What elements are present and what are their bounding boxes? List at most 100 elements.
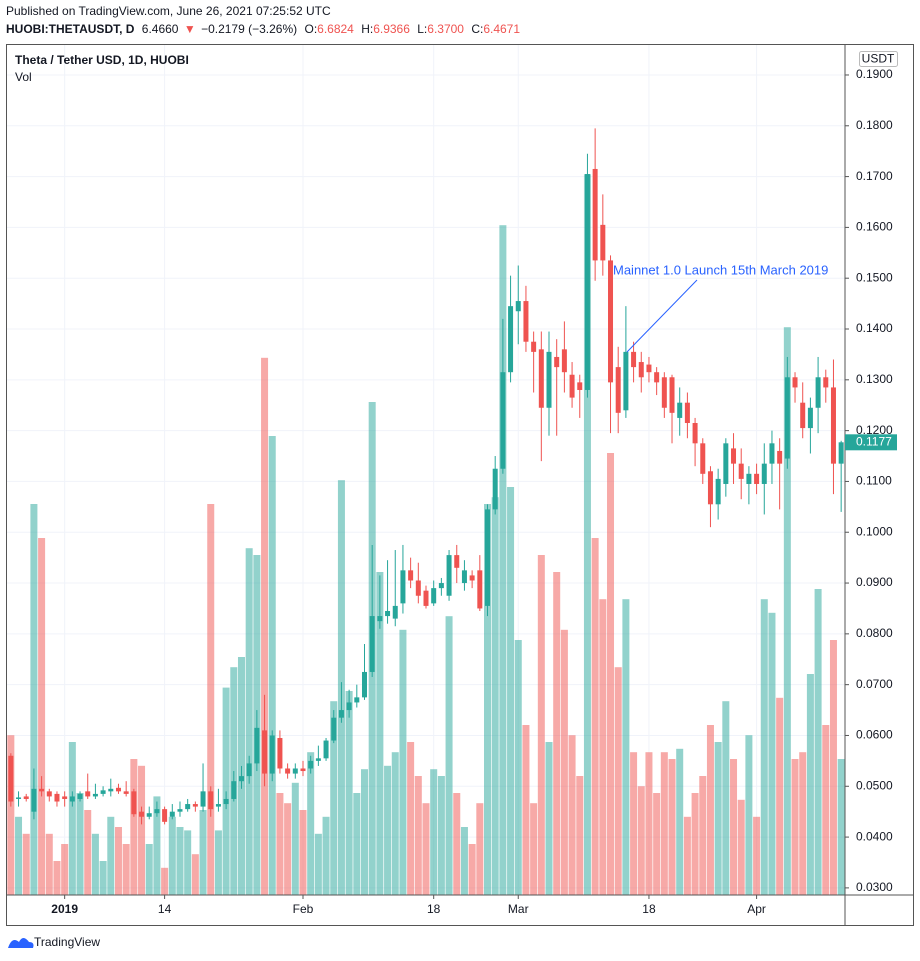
volume-bar [837, 759, 845, 895]
volume-bar [153, 796, 161, 895]
candle-body [515, 301, 521, 312]
ohlc-value: 6.9366 [373, 22, 410, 36]
volume-bar [460, 827, 468, 895]
volume-bar [714, 742, 722, 895]
y-tick-label: 0.1700 [856, 169, 893, 183]
x-tick-label: Mar [508, 902, 529, 916]
volume-bar [691, 793, 699, 895]
volume-bar [130, 759, 138, 895]
candle-body [546, 351, 552, 408]
candle-body [677, 402, 683, 418]
y-tick-label: 0.1300 [856, 372, 893, 386]
candle-body [492, 468, 498, 510]
y-tick-label: 0.0600 [856, 728, 893, 742]
volume-bar [360, 769, 368, 895]
ohlc-value: 6.4671 [483, 22, 520, 36]
volume-bar [99, 861, 107, 895]
candle-body [39, 788, 45, 792]
y-tick-label: 0.1500 [856, 270, 893, 284]
candle-body [154, 809, 160, 814]
volume-bar [15, 816, 23, 895]
volume-bar [453, 793, 461, 895]
published-line: Published on TradingView.com, June 26, 2… [6, 4, 331, 18]
volume-bar [645, 752, 653, 895]
candle-body [623, 351, 629, 411]
volume-bar [776, 697, 784, 895]
volume-bar [430, 769, 438, 895]
candle-body [477, 570, 483, 609]
candle-body [77, 793, 83, 799]
volume-bar [545, 742, 553, 895]
y-tick-label: 0.1400 [856, 321, 893, 335]
volume-bar [122, 844, 130, 895]
candle-body [31, 788, 37, 812]
x-tick-label: Apr [747, 902, 766, 916]
volume-bar [522, 725, 530, 895]
symbol: HUOBI:THETAUSDT, D [6, 22, 135, 36]
volume-bar [553, 572, 561, 895]
arrow: ▼ [184, 22, 196, 36]
candle-body [115, 787, 121, 792]
y-tick-label: 0.1600 [856, 220, 893, 234]
candle-body [738, 463, 744, 479]
candle-body [292, 768, 298, 774]
candle-body [508, 306, 514, 373]
candle-body [731, 448, 737, 464]
ohlc-label: H: [361, 22, 373, 36]
volume-bar [630, 752, 638, 895]
candle-body [523, 301, 529, 342]
volume-bar [445, 616, 453, 895]
candle-body [254, 727, 260, 764]
volume-bar [499, 225, 507, 895]
candle-body [285, 768, 291, 774]
candle-body [700, 443, 706, 474]
candle-body [631, 351, 637, 368]
candle-body [638, 362, 644, 378]
candle-body [608, 260, 614, 383]
ohlc-label: O: [304, 22, 317, 36]
candle-body [615, 367, 621, 413]
y-tick-label: 0.1800 [856, 118, 893, 132]
volume-bar [345, 691, 353, 895]
volume-bar [768, 612, 776, 895]
ohlc-label: C: [471, 22, 483, 36]
candle-body [200, 791, 206, 807]
candle-body [331, 717, 337, 741]
volume-bar [199, 810, 207, 895]
candle-body [807, 407, 813, 429]
candle-body [761, 463, 767, 484]
footer-brand: TradingView [34, 935, 100, 949]
volume-bar [583, 174, 591, 895]
candle-body [162, 809, 168, 822]
candle-body [369, 616, 375, 672]
volume-bar [829, 640, 837, 895]
candle-body [792, 377, 798, 388]
y-tick-label: 0.0500 [856, 778, 893, 792]
volume-bar [399, 629, 407, 895]
volume-bar [376, 572, 384, 895]
y-tick-label: 0.1000 [856, 524, 893, 538]
y-tick-label: 0.0800 [856, 626, 893, 640]
candle-body [431, 588, 437, 604]
volume-bar [653, 793, 661, 895]
y-tick-label: 0.0300 [856, 880, 893, 894]
candle-body [823, 377, 829, 388]
candle-body [531, 341, 537, 352]
y-unit: USDT [862, 52, 895, 66]
candle-body [231, 781, 237, 799]
volume-bar [514, 640, 522, 895]
y-tick-label: 0.0700 [856, 677, 893, 691]
candle-body [561, 349, 567, 373]
candle-body [784, 377, 790, 459]
volume-bar [683, 816, 691, 895]
candle-body [800, 402, 806, 429]
candle-body [238, 776, 244, 782]
candle-body [208, 791, 214, 810]
volume-bar [261, 357, 269, 895]
volume-bar [168, 816, 176, 895]
candle-body [385, 610, 391, 617]
candle-body [69, 796, 75, 802]
volume-bar [783, 327, 791, 895]
volume-bar [330, 701, 338, 895]
